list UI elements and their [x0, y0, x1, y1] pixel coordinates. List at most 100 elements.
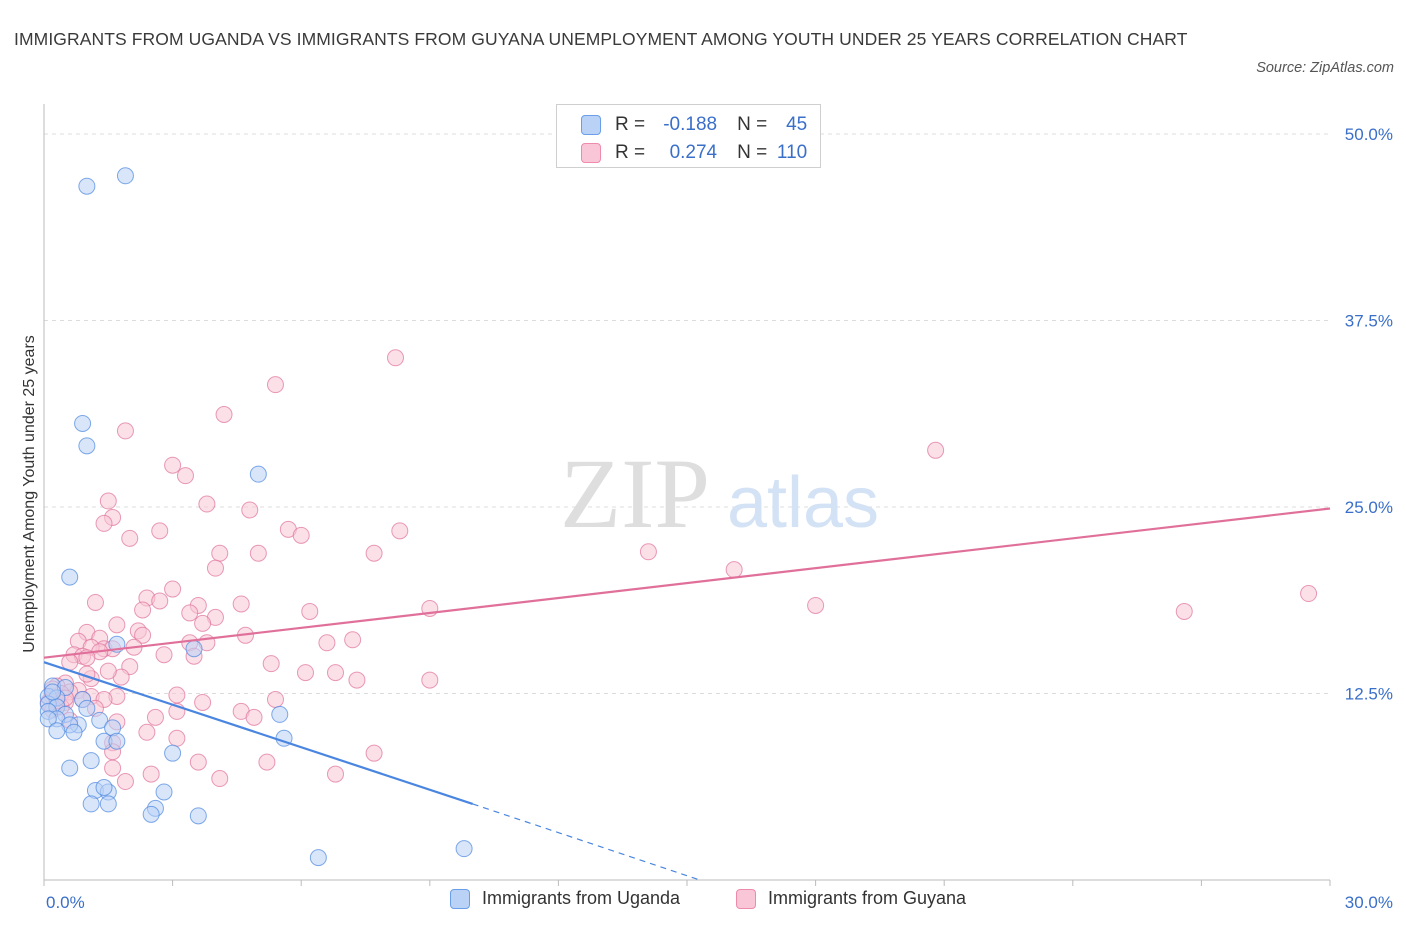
stats-swatch-guyana	[581, 143, 601, 163]
chart-title: IMMIGRANTS FROM UGANDA VS IMMIGRANTS FRO…	[14, 29, 1188, 49]
data-point	[146, 708, 164, 726]
data-point	[194, 614, 212, 632]
data-point	[65, 723, 83, 741]
trend-extension-uganda	[472, 803, 701, 881]
data-point	[91, 711, 109, 729]
data-point	[271, 705, 289, 723]
data-point	[365, 744, 383, 762]
data-point	[348, 671, 366, 689]
data-point	[164, 456, 182, 474]
data-point	[326, 664, 344, 682]
data-point	[108, 616, 126, 634]
watermark-atlas: atlas	[727, 463, 879, 543]
data-point	[82, 795, 100, 813]
legend: Immigrants from Uganda Immigrants from G…	[0, 888, 1406, 916]
data-point	[164, 580, 182, 598]
data-point	[104, 759, 122, 777]
stats-r-value: -0.188	[663, 114, 718, 135]
y-tick-label: 12.5%	[1345, 685, 1393, 704]
data-point	[211, 544, 229, 562]
legend-item-guyana[interactable]: Immigrants from Guyana	[736, 888, 966, 909]
data-point	[164, 744, 182, 762]
y-tick-label: 25.0%	[1345, 498, 1393, 517]
data-point	[189, 753, 207, 771]
data-point	[134, 626, 152, 644]
legend-swatch-uganda	[450, 888, 470, 909]
data-point	[258, 753, 276, 771]
data-point	[78, 699, 96, 717]
legend-label-guyana: Immigrants from Guyana	[768, 888, 967, 908]
x-tick-label: 0.0%	[46, 893, 85, 912]
data-point	[301, 602, 319, 620]
stats-row-uganda: R = -0.188 N = 45	[581, 111, 807, 139]
data-point	[249, 465, 267, 483]
trend-line-guyana	[43, 507, 1331, 659]
stats-r-label: R =	[615, 142, 646, 163]
stats-n-label: N =	[737, 142, 768, 163]
data-point	[189, 807, 207, 825]
data-point	[48, 722, 66, 740]
data-point	[266, 690, 284, 708]
stats-r-value: 0.274	[669, 142, 718, 163]
watermark-zip: ZIP	[560, 438, 710, 549]
data-point	[725, 561, 743, 579]
legend-swatch-guyana	[736, 888, 756, 909]
stats-n-label: N =	[737, 114, 768, 135]
data-point	[82, 752, 100, 770]
data-point	[387, 349, 405, 367]
data-point	[151, 592, 169, 610]
data-point	[61, 759, 79, 777]
stats-row-guyana: R = 0.274 N = 110	[581, 139, 807, 167]
data-point	[241, 501, 259, 519]
source-label: Source: ZipAtlas.com	[1256, 60, 1394, 76]
data-point	[198, 495, 216, 513]
data-point	[181, 604, 199, 622]
data-point	[185, 640, 203, 658]
data-point	[455, 840, 473, 858]
data-point	[266, 376, 284, 394]
stats-n-value: 110	[776, 142, 808, 163]
watermark: ZIP atlas	[560, 438, 879, 549]
data-point	[95, 514, 113, 532]
data-point	[318, 634, 336, 652]
data-point	[116, 422, 134, 440]
data-point	[78, 177, 96, 195]
y-tick-label: 50.0%	[1345, 125, 1393, 144]
data-point	[194, 693, 212, 711]
data-point	[262, 655, 280, 673]
data-point	[116, 773, 134, 791]
data-point	[142, 805, 160, 823]
data-point	[138, 723, 156, 741]
data-point	[121, 529, 139, 547]
data-point	[108, 732, 126, 750]
data-point	[927, 441, 945, 459]
data-point	[309, 849, 327, 867]
data-point	[807, 596, 825, 614]
axes: 12.5% 25.0% 37.5% 50.0% 0.0% 30.0%	[43, 104, 1393, 912]
data-point	[296, 664, 314, 682]
data-point	[99, 662, 117, 680]
data-point	[176, 467, 194, 485]
data-point	[151, 522, 169, 540]
stats-r-label: R =	[615, 114, 646, 135]
data-points	[39, 167, 1318, 867]
data-point	[78, 437, 96, 455]
data-point	[249, 544, 267, 562]
trend-lines	[43, 507, 1331, 881]
data-point	[86, 593, 104, 611]
data-point	[99, 492, 117, 510]
data-point	[99, 795, 117, 813]
data-point	[391, 522, 409, 540]
data-point	[211, 770, 229, 788]
stats-box: R = -0.188 N = 45 R = 0.274 N = 110	[556, 104, 821, 168]
data-point	[44, 683, 62, 701]
data-point	[142, 765, 160, 783]
data-point	[639, 543, 657, 561]
data-point	[1300, 585, 1318, 603]
legend-item-uganda[interactable]: Immigrants from Uganda	[450, 888, 680, 909]
data-point	[326, 765, 344, 783]
y-tick-label: 37.5%	[1345, 312, 1393, 331]
data-point	[61, 568, 79, 586]
data-point	[39, 710, 57, 728]
